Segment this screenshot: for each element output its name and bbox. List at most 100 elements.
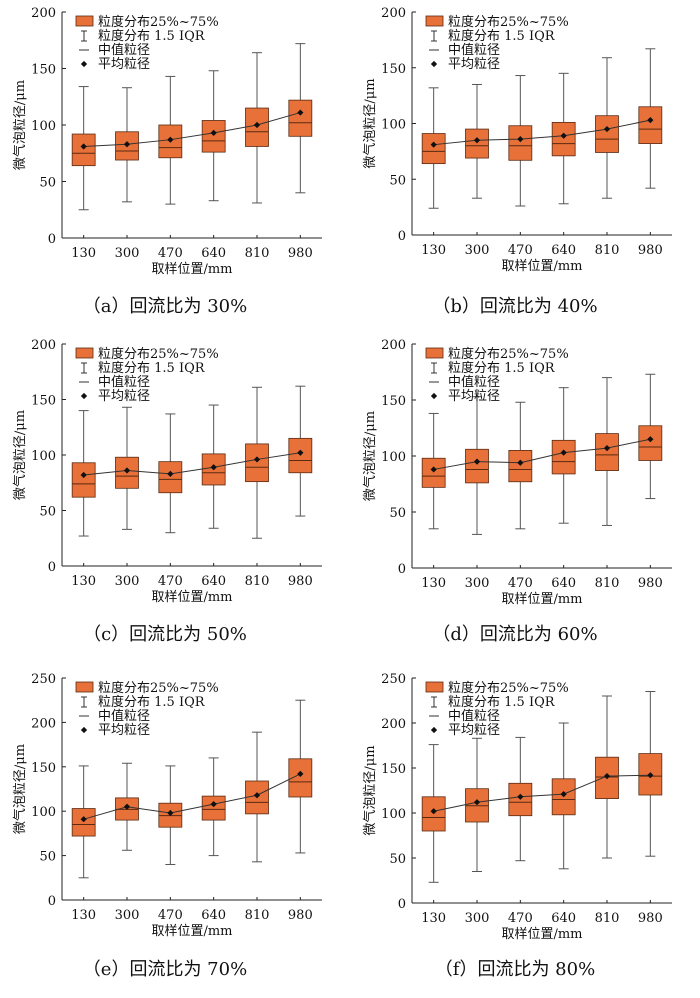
y-tick-label: 250 [31,672,56,687]
x-tick-label: 810 [595,243,620,258]
legend-median-label: 中值粒径 [448,708,500,724]
iqr-box [201,795,226,821]
x-tick-label: 300 [115,574,140,589]
y-tick-label: 150 [381,62,406,77]
x-tick-label: 640 [551,911,576,926]
x-tick-label: 640 [201,908,226,923]
legend-mean-label: 平均粒径 [98,57,150,72]
x-tick-label: 810 [245,246,270,261]
mean-point [473,458,481,465]
mean-point [297,770,304,778]
chart-panel-1: 0 50 100 150 200 130 300 470 640 810 980 取样位置/mm 微气泡… [12,6,322,317]
box-980 [288,699,313,854]
mean-trend-line [433,774,651,812]
iqr-box [421,457,446,488]
iqr-box [288,758,313,798]
x-tick-label: 810 [245,574,270,589]
mean-trend-line [83,452,301,476]
legend-box-label: 粒度分布25%~75% [448,680,569,696]
mean-trend-line [83,773,301,820]
legend-box-swatch [425,681,444,693]
chart-panel-4: 0 50 100 150 200 130 300 470 640 810 980 取样位置/mm 微气泡… [362,338,672,645]
x-axis-label: 取样位置/mm [501,927,582,942]
mean-point [430,466,437,473]
x-axis-label: 取样位置/mm [151,924,232,939]
y-axis-label: 微气泡粒径/μm [12,410,28,500]
legend-mean-swatch [430,726,438,734]
box-980 [638,373,663,500]
y-tick-label: 50 [389,506,406,521]
legend-median-label: 中值粒径 [98,708,150,724]
legend-box-label: 粒度分布25%~75% [448,346,569,362]
legend-mean-label: 平均粒径 [98,389,150,404]
y-tick-label: 100 [381,118,406,133]
y-tick-label: 0 [398,897,406,912]
x-tick-label: 300 [115,908,140,923]
y-tick-label: 0 [398,562,406,577]
y-tick-label: 0 [48,894,56,909]
iqr-box [245,443,269,483]
mean-point [517,793,524,800]
y-tick-label: 100 [31,449,56,464]
legend-whisker-label: 粒度分布 1.5 IQR [448,28,556,44]
mean-point [80,143,87,150]
x-tick-label: 300 [115,246,140,261]
legend-mean-label: 平均粒径 [448,57,500,72]
y-tick-label: 250 [381,672,406,687]
legend-box-label: 粒度分布25%~75% [98,346,219,362]
legend-median-label: 中值粒径 [448,42,500,58]
y-tick-label: 0 [48,232,56,247]
x-tick-label: 470 [508,243,533,258]
mean-point [253,121,261,129]
y-tick-label: 0 [48,560,56,575]
iqr-box [551,121,576,157]
y-tick-label: 100 [31,119,56,134]
chart-panel-2: 0 50 100 150 200 130 300 470 640 810 980 取样位置/mm 微气泡… [362,6,672,317]
mean-point [560,790,567,798]
box-130 [71,410,96,537]
chart-panel-3: 0 50 100 150 200 130 300 470 640 810 980 取样位置/mm 微气泡… [12,338,322,645]
mean-point [210,800,217,808]
box-300 [465,737,489,872]
legend-mean-swatch [80,392,88,400]
legend-box-swatch [75,681,94,693]
y-tick-label: 50 [389,173,406,188]
y-tick-label: 100 [31,805,56,820]
x-axis-label: 取样位置/mm [151,590,232,605]
y-axis-label: 微气泡粒径/μm [12,744,28,834]
y-tick-label: 150 [381,762,406,777]
x-tick-label: 640 [551,576,576,591]
mean-point [603,772,611,780]
x-tick-label: 980 [638,243,663,258]
x-tick-label: 130 [71,246,96,261]
legend-whisker-label: 粒度分布 1.5 IQR [98,28,206,44]
x-tick-label: 130 [421,576,446,591]
legend-mean-swatch [80,60,88,68]
iqr-box [551,439,576,475]
x-tick-label: 130 [71,908,96,923]
x-tick-label: 640 [551,243,576,258]
chart-panel-6: 0 50 100 150 200 250 130 300 470 640 810 980 取样位置/mm… [362,672,672,980]
x-tick-label: 980 [638,576,663,591]
x-tick-label: 810 [595,576,620,591]
x-axis-label: 取样位置/mm [501,592,582,607]
box-300 [465,83,489,199]
iqr-box [465,128,489,159]
y-tick-label: 200 [381,338,406,353]
y-tick-label: 200 [31,6,56,21]
y-tick-label: 200 [381,717,406,732]
x-tick-label: 810 [245,908,270,923]
box-470 [158,413,183,534]
box-810 [595,57,619,199]
box-130 [421,87,446,209]
iqr-box [508,449,533,483]
box-130 [71,86,96,211]
x-tick-label: 810 [595,911,620,926]
legend-mean-label: 平均粒径 [448,389,500,404]
legend-mean-swatch [430,392,438,400]
y-axis-label: 微气泡粒径/μm [362,411,378,501]
iqr-box [201,120,226,153]
legend-mean-swatch [80,726,88,734]
